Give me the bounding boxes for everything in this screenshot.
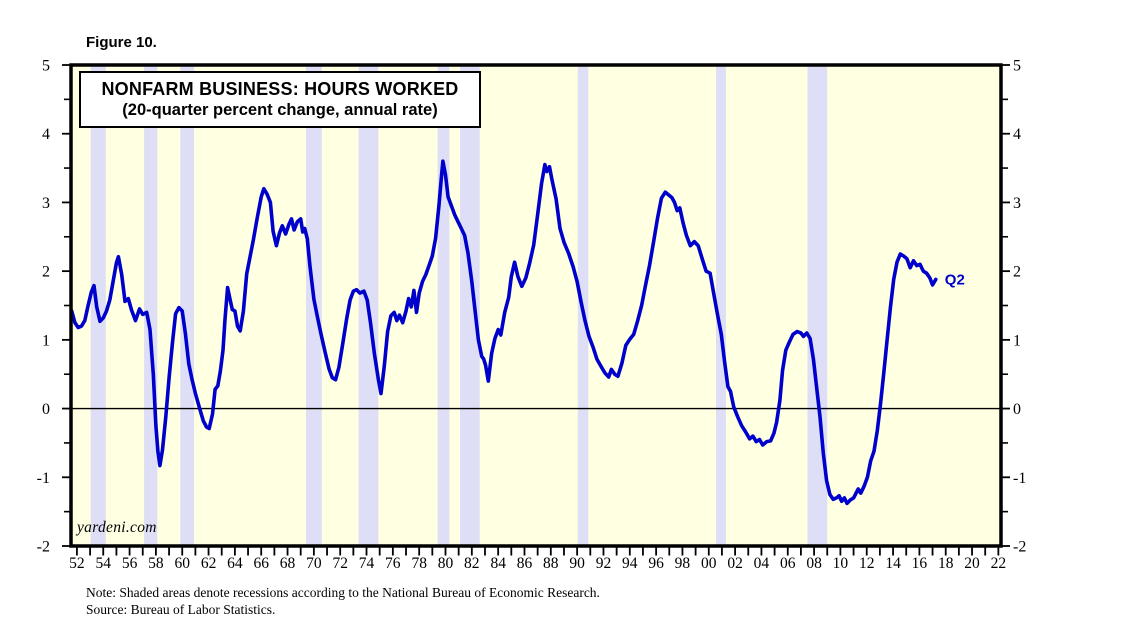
source-line: Source: Bureau of Labor Statistics.	[86, 601, 276, 617]
y-axis-tick-label-left: 3	[42, 195, 50, 212]
x-axis-tick-label: 08	[806, 555, 822, 572]
x-axis-tick-label: 72	[332, 555, 348, 572]
x-axis-tick-label: 78	[411, 555, 427, 572]
x-axis-tick-label: 76	[385, 555, 401, 572]
x-axis-tick-label: 06	[780, 555, 796, 572]
y-axis-tick-label-right: 1	[1013, 332, 1021, 349]
hours-worked-line	[69, 159, 938, 506]
x-axis-tick-label: 16	[912, 555, 928, 572]
series-end-label: Q2	[945, 271, 965, 288]
x-axis-tick-label: 14	[885, 555, 901, 572]
x-axis-tick-label: 58	[148, 555, 164, 572]
x-axis-tick-label: 62	[201, 555, 217, 572]
recession-band	[180, 66, 195, 545]
y-axis-tick-label-left: 0	[42, 401, 50, 418]
y-axis-tick-label-left: -1	[37, 470, 50, 487]
x-axis-tick-label: 52	[69, 555, 85, 572]
y-axis-tick-label-right: -2	[1013, 539, 1026, 556]
x-axis-tick-label: 80	[438, 555, 454, 572]
recession-band	[144, 66, 158, 545]
recession-band	[460, 66, 480, 545]
plot-background	[71, 65, 1001, 546]
x-axis-tick-label: 74	[359, 555, 375, 572]
footnotes: Note: Shaded areas denote recessions acc…	[86, 585, 600, 618]
x-axis-tick-label: 64	[227, 555, 243, 572]
x-axis-tick-label: 84	[490, 555, 506, 572]
y-axis-tick-label-left: 2	[42, 264, 50, 281]
x-axis-tick-label: 56	[122, 555, 138, 572]
x-axis-tick-label: 02	[727, 555, 743, 572]
x-axis-tick-label: 96	[648, 555, 664, 572]
x-axis-tick-label: 86	[517, 555, 533, 572]
chart-title-box: NONFARM BUSINESS: HOURS WORKED (20-quart…	[79, 71, 481, 128]
x-axis-tick-label: 92	[596, 555, 612, 572]
x-axis-tick-label: 94	[622, 555, 638, 572]
chart-subtitle: (20-quarter percent change, annual rate)	[122, 101, 438, 119]
x-axis-tick-label: 70	[306, 555, 322, 572]
x-axis-tick-label: 90	[569, 555, 585, 572]
recession-band	[716, 66, 726, 545]
x-axis-tick-label: 60	[174, 555, 190, 572]
y-axis-tick-label-right: 3	[1013, 195, 1021, 212]
x-axis-tick-label: 54	[96, 555, 112, 572]
y-axis-tick-label-left: 1	[42, 332, 50, 349]
x-axis-tick-label: 68	[280, 555, 296, 572]
watermark-yardeni: yardeni.com	[77, 519, 157, 536]
y-axis-tick-label-left: 5	[42, 58, 50, 75]
y-axis-tick-label-right: 5	[1013, 58, 1021, 75]
x-axis-tick-label: 10	[833, 555, 849, 572]
x-axis-tick-label: 12	[859, 555, 875, 572]
note-line: Note: Shaded areas denote recessions acc…	[86, 585, 600, 600]
y-axis-tick-label-right: 0	[1013, 401, 1021, 418]
y-axis-tick-label-right: -1	[1013, 470, 1026, 487]
x-axis-tick-label: 66	[253, 555, 269, 572]
x-axis-tick-label: 00	[701, 555, 717, 572]
x-axis-tick-label: 20	[964, 555, 980, 572]
figure-label: Figure 10.	[86, 34, 157, 51]
y-axis-tick-label-left: -2	[37, 539, 50, 556]
y-axis-tick-label-right: 2	[1013, 264, 1021, 281]
x-axis-tick-label: 98	[675, 555, 691, 572]
y-axis-tick-label-right: 4	[1013, 126, 1021, 143]
x-axis-tick-label: 18	[938, 555, 954, 572]
y-axis-tick-label-left: 4	[42, 126, 50, 143]
x-axis-tick-label: 82	[464, 555, 480, 572]
x-axis-tick-label: 22	[991, 555, 1007, 572]
x-axis-tick-label: 04	[754, 555, 770, 572]
x-axis-tick-label: 88	[543, 555, 559, 572]
recession-band	[437, 66, 450, 545]
chart-title: NONFARM BUSINESS: HOURS WORKED	[101, 79, 459, 99]
